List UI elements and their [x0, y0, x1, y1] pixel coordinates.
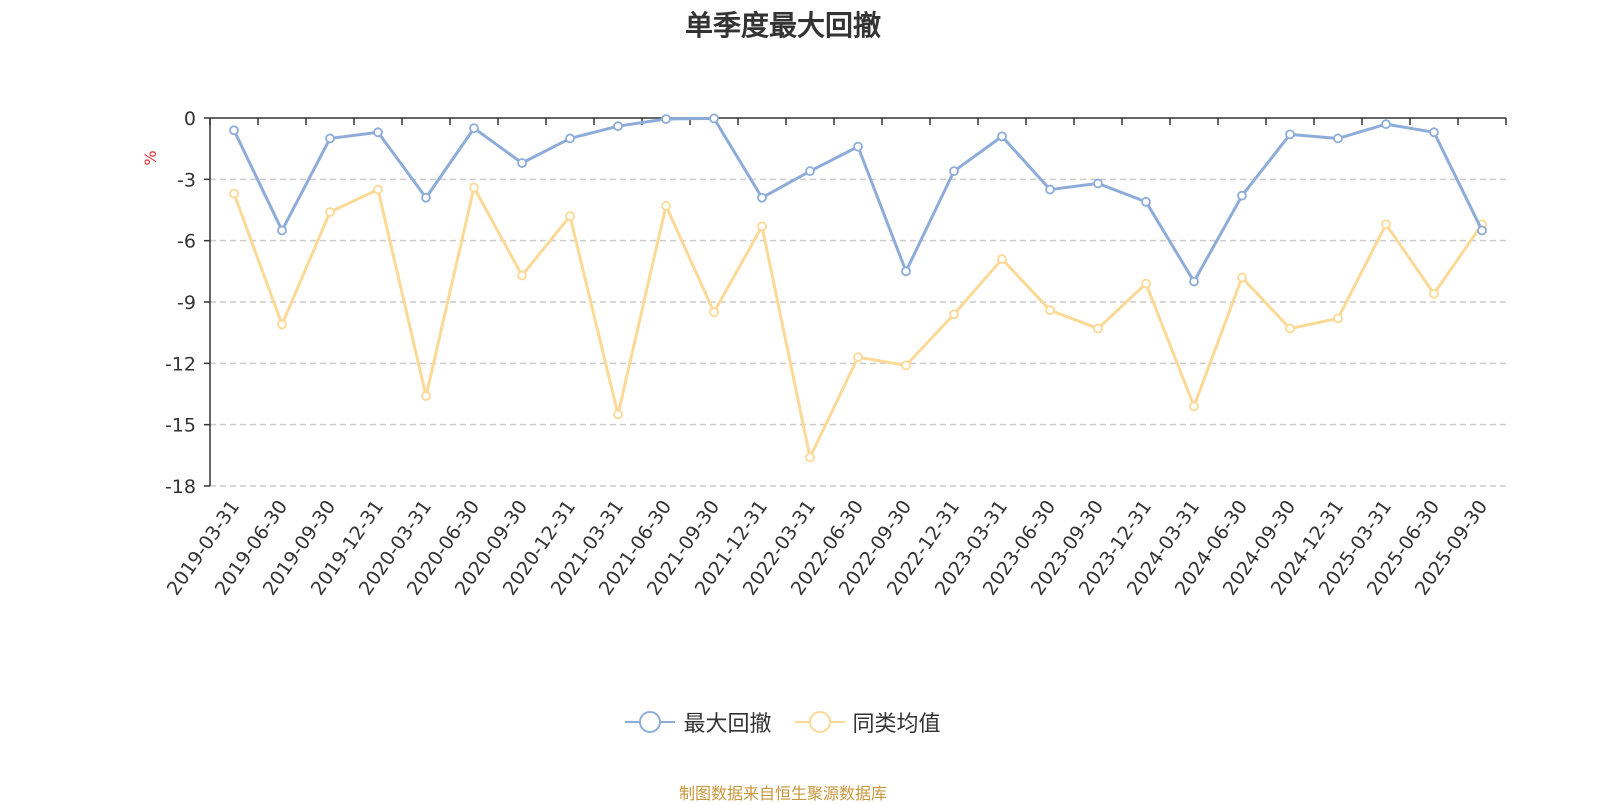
- data-point-s1-4: [421, 391, 431, 401]
- data-point-s1-9: [661, 201, 671, 211]
- y-tick-label-1: -3: [177, 169, 196, 191]
- chart-title: 单季度最大回撤: [684, 9, 881, 42]
- y-tick-label-5: -15: [165, 415, 196, 437]
- data-point-s1-2: [325, 207, 335, 217]
- data-point-s1-18: [1093, 323, 1103, 334]
- data-point-s1-10: [709, 307, 719, 318]
- y-tick-label-3: -9: [177, 292, 196, 314]
- data-point-s0-7: [565, 133, 575, 144]
- data-point-s0-3: [373, 127, 383, 138]
- data-point-s0-11: [757, 192, 767, 203]
- series-lines: [229, 113, 1487, 463]
- data-point-s1-0: [229, 188, 239, 199]
- data-point-s1-25: [1429, 288, 1439, 299]
- legend-item-peer-average[interactable]: 同类均值: [794, 706, 941, 738]
- y-tick-label-6: -18: [165, 476, 196, 498]
- data-point-s1-3: [373, 184, 383, 195]
- source-note: 制图数据来自恒生聚源数据库: [678, 784, 887, 803]
- data-point-s0-5: [469, 123, 479, 134]
- data-point-s0-23: [1333, 133, 1343, 144]
- legend-marker-peer-average: [794, 711, 845, 733]
- data-point-s1-5: [469, 182, 479, 193]
- data-point-s0-1: [277, 225, 287, 236]
- data-point-s0-16: [997, 131, 1007, 142]
- data-point-s1-17: [1045, 305, 1055, 316]
- data-point-s0-6: [517, 158, 527, 168]
- axes: 0-3-6-9-12-15-182019-03-312019-06-302019…: [163, 108, 1507, 599]
- data-point-s1-20: [1189, 401, 1199, 412]
- data-point-s1-13: [853, 352, 863, 363]
- data-point-s0-8: [613, 121, 623, 132]
- data-point-s1-12: [805, 452, 815, 463]
- data-point-s1-1: [277, 319, 287, 330]
- data-point-s0-22: [1285, 129, 1295, 140]
- data-point-s1-8: [613, 409, 623, 420]
- legend-item-max-drawdown[interactable]: 最大回撤: [625, 706, 772, 738]
- legend: 最大回撤 同类均值: [0, 706, 1566, 740]
- data-point-s1-7: [565, 211, 575, 222]
- data-point-s1-24: [1381, 219, 1391, 230]
- y-axis-label: %: [141, 150, 160, 165]
- series-line-1: [232, 186, 1484, 459]
- data-point-s0-10: [709, 113, 719, 124]
- data-point-s0-12: [805, 166, 815, 177]
- data-point-s1-16: [997, 254, 1007, 264]
- data-point-s1-23: [1333, 313, 1343, 324]
- data-point-s1-6: [517, 270, 527, 281]
- data-point-s1-15: [949, 309, 959, 320]
- data-point-s0-25: [1429, 127, 1439, 138]
- y-tick-label-2: -6: [177, 231, 196, 253]
- grid-lines: [210, 178, 1506, 487]
- data-point-s0-2: [325, 133, 335, 144]
- data-point-s1-14: [901, 360, 911, 371]
- data-point-s1-21: [1237, 272, 1247, 283]
- data-point-s1-19: [1141, 278, 1151, 289]
- line-chart: % 0-3-6-9-12-15-182019-03-312019-06-3020…: [141, 108, 1507, 599]
- data-point-s0-21: [1237, 190, 1247, 201]
- data-point-s1-22: [1285, 323, 1295, 334]
- data-point-s0-14: [901, 266, 911, 277]
- data-point-s0-17: [1045, 184, 1055, 195]
- data-point-s0-24: [1381, 119, 1391, 130]
- data-point-s0-26: [1477, 225, 1487, 236]
- legend-label-max-drawdown: 最大回撤: [683, 712, 772, 737]
- legend-marker-max-drawdown: [625, 711, 676, 733]
- data-point-s0-13: [853, 141, 863, 152]
- data-point-s0-20: [1189, 276, 1199, 287]
- data-point-s0-4: [421, 192, 431, 203]
- data-point-s0-15: [949, 166, 959, 177]
- data-point-s1-11: [757, 221, 767, 232]
- y-tick-label-4: -12: [165, 353, 196, 375]
- y-tick-label-0: 0: [184, 108, 196, 130]
- data-point-s0-19: [1141, 196, 1151, 207]
- legend-label-peer-average: 同类均值: [852, 712, 941, 737]
- data-point-s0-0: [229, 125, 239, 136]
- data-point-s0-18: [1093, 178, 1103, 189]
- data-point-s0-9: [661, 114, 671, 124]
